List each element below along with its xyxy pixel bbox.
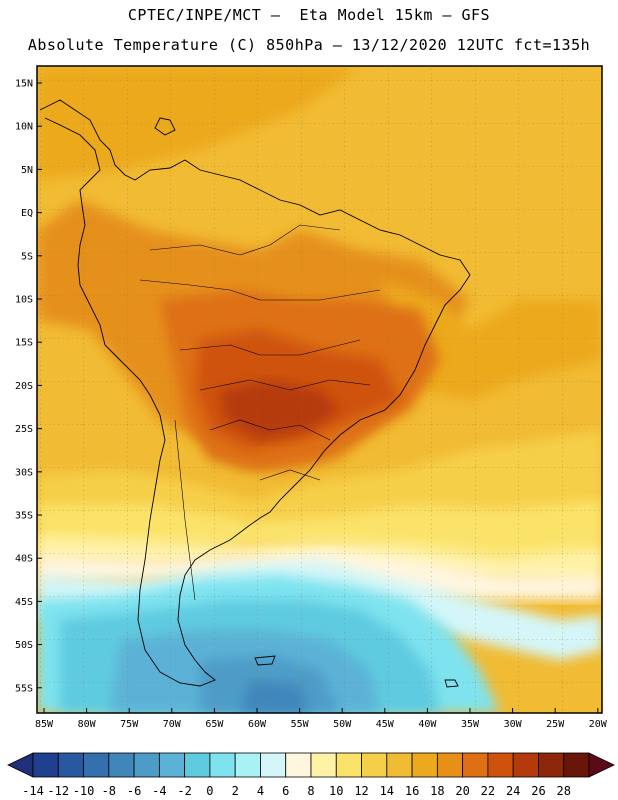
- lat-label: 50S: [15, 640, 33, 651]
- colorbar-low-arrow: [7, 752, 34, 778]
- colorbar-label: 18: [430, 784, 444, 798]
- lat-label: 15S: [15, 338, 33, 349]
- lat-label: 10N: [15, 122, 33, 133]
- colorbar-label: 2: [232, 784, 239, 798]
- lon-label: 35W: [461, 719, 480, 730]
- colorbar-swatch: [133, 752, 160, 778]
- colorbar-label: -2: [177, 784, 191, 798]
- colorbar-swatch: [260, 752, 287, 778]
- lon-label: 20W: [589, 719, 608, 730]
- colorbar-label: 10: [329, 784, 343, 798]
- colorbar-swatch: [411, 752, 438, 778]
- colorbar-swatch: [563, 752, 590, 778]
- colorbar-label: -10: [73, 784, 95, 798]
- colorbar-label: 12: [354, 784, 368, 798]
- lon-label: 40W: [418, 719, 437, 730]
- colorbar-label: 28: [557, 784, 571, 798]
- colorbar-swatch: [538, 752, 565, 778]
- colorbar-swatch: [462, 752, 489, 778]
- lat-label: 5S: [21, 251, 33, 262]
- lon-label: 55W: [291, 719, 310, 730]
- lon-label: 85W: [35, 719, 54, 730]
- colorbar-swatch: [32, 752, 59, 778]
- lat-label: EQ: [21, 208, 33, 219]
- colorbar-swatch: [310, 752, 337, 778]
- lon-label: 60W: [248, 719, 267, 730]
- colorbar-high-arrow: [588, 752, 615, 778]
- political-borders: [139, 224, 381, 601]
- lon-label: 25W: [546, 719, 565, 730]
- lon-label: 80W: [78, 719, 97, 730]
- colorbar-label: 26: [531, 784, 545, 798]
- colorbar-label: 22: [481, 784, 495, 798]
- chart-subtitle: Absolute Temperature (C) 850hPa – 13/12/…: [27, 36, 591, 54]
- colorbar: [7, 752, 615, 778]
- latitude-axis: 15N 10N 5N EQ 5S 10S 15S 20S 25S 30S 35S 40S 45S 50S 5…: [15, 79, 42, 694]
- lon-label: 50W: [333, 719, 352, 730]
- lon-label: 30W: [504, 719, 523, 730]
- colorbar-swatch: [361, 752, 388, 778]
- colorbar-label: 14: [380, 784, 394, 798]
- colorbar-label: -4: [152, 784, 166, 798]
- colorbar-swatch: [512, 752, 539, 778]
- colorbar-swatch: [285, 752, 312, 778]
- colorbar-label: -8: [102, 784, 116, 798]
- lat-label: 30S: [15, 467, 33, 478]
- lat-label: 45S: [15, 597, 33, 608]
- chart-title: CPTEC/INPE/MCT – Eta Model 15km – GFS: [127, 6, 491, 24]
- colorbar-swatch: [108, 752, 135, 778]
- colorbar-swatch: [57, 752, 84, 778]
- lat-label: 40S: [15, 554, 33, 565]
- colorbar-label: 16: [405, 784, 419, 798]
- lat-label: 15N: [15, 79, 33, 90]
- lat-label: 35S: [15, 511, 33, 522]
- colorbar-swatch: [487, 752, 514, 778]
- map-frame: [36, 65, 603, 714]
- colorbar-label: 0: [206, 784, 213, 798]
- lat-label: 20S: [15, 381, 33, 392]
- colorbar-swatch: [335, 752, 362, 778]
- colorbar-label: 24: [506, 784, 520, 798]
- colorbar-swatch: [436, 752, 464, 778]
- colorbar-swatch: [158, 752, 186, 778]
- colorbar-label: 20: [455, 784, 469, 798]
- colorbar-label: -14: [22, 784, 44, 798]
- colorbar-labels: -14 -12 -10 -8 -6 -4 -2 0 2 4 6 8 10 12 14 16 18 20 22 24 26…: [22, 784, 571, 798]
- coastlines: [39, 99, 471, 688]
- temperature-field: [37, 66, 602, 713]
- lat-label: 25S: [15, 424, 33, 435]
- lat-label: 10S: [15, 295, 33, 306]
- colorbar-label: 8: [307, 784, 314, 798]
- colorbar-swatch: [83, 752, 110, 778]
- lon-label: 75W: [120, 719, 139, 730]
- longitude-axis: 85W 80W 75W 70W 65W 60W 55W 50W 45W 40W 35W 30W 25W 2…: [35, 708, 608, 730]
- colorbar-swatch: [184, 752, 211, 778]
- lon-label: 65W: [205, 719, 224, 730]
- colorbar-label: 4: [257, 784, 264, 798]
- lat-label: 55S: [15, 683, 33, 694]
- colorbar-swatch: [209, 752, 236, 778]
- colorbar-label: 6: [282, 784, 289, 798]
- colorbar-label: -6: [127, 784, 141, 798]
- lon-label: 45W: [376, 719, 395, 730]
- lon-label: 70W: [163, 719, 182, 730]
- colorbar-swatch: [234, 752, 261, 778]
- colorbar-swatch: [386, 752, 413, 778]
- colorbar-label: -12: [47, 784, 69, 798]
- lat-label: 5N: [21, 165, 33, 176]
